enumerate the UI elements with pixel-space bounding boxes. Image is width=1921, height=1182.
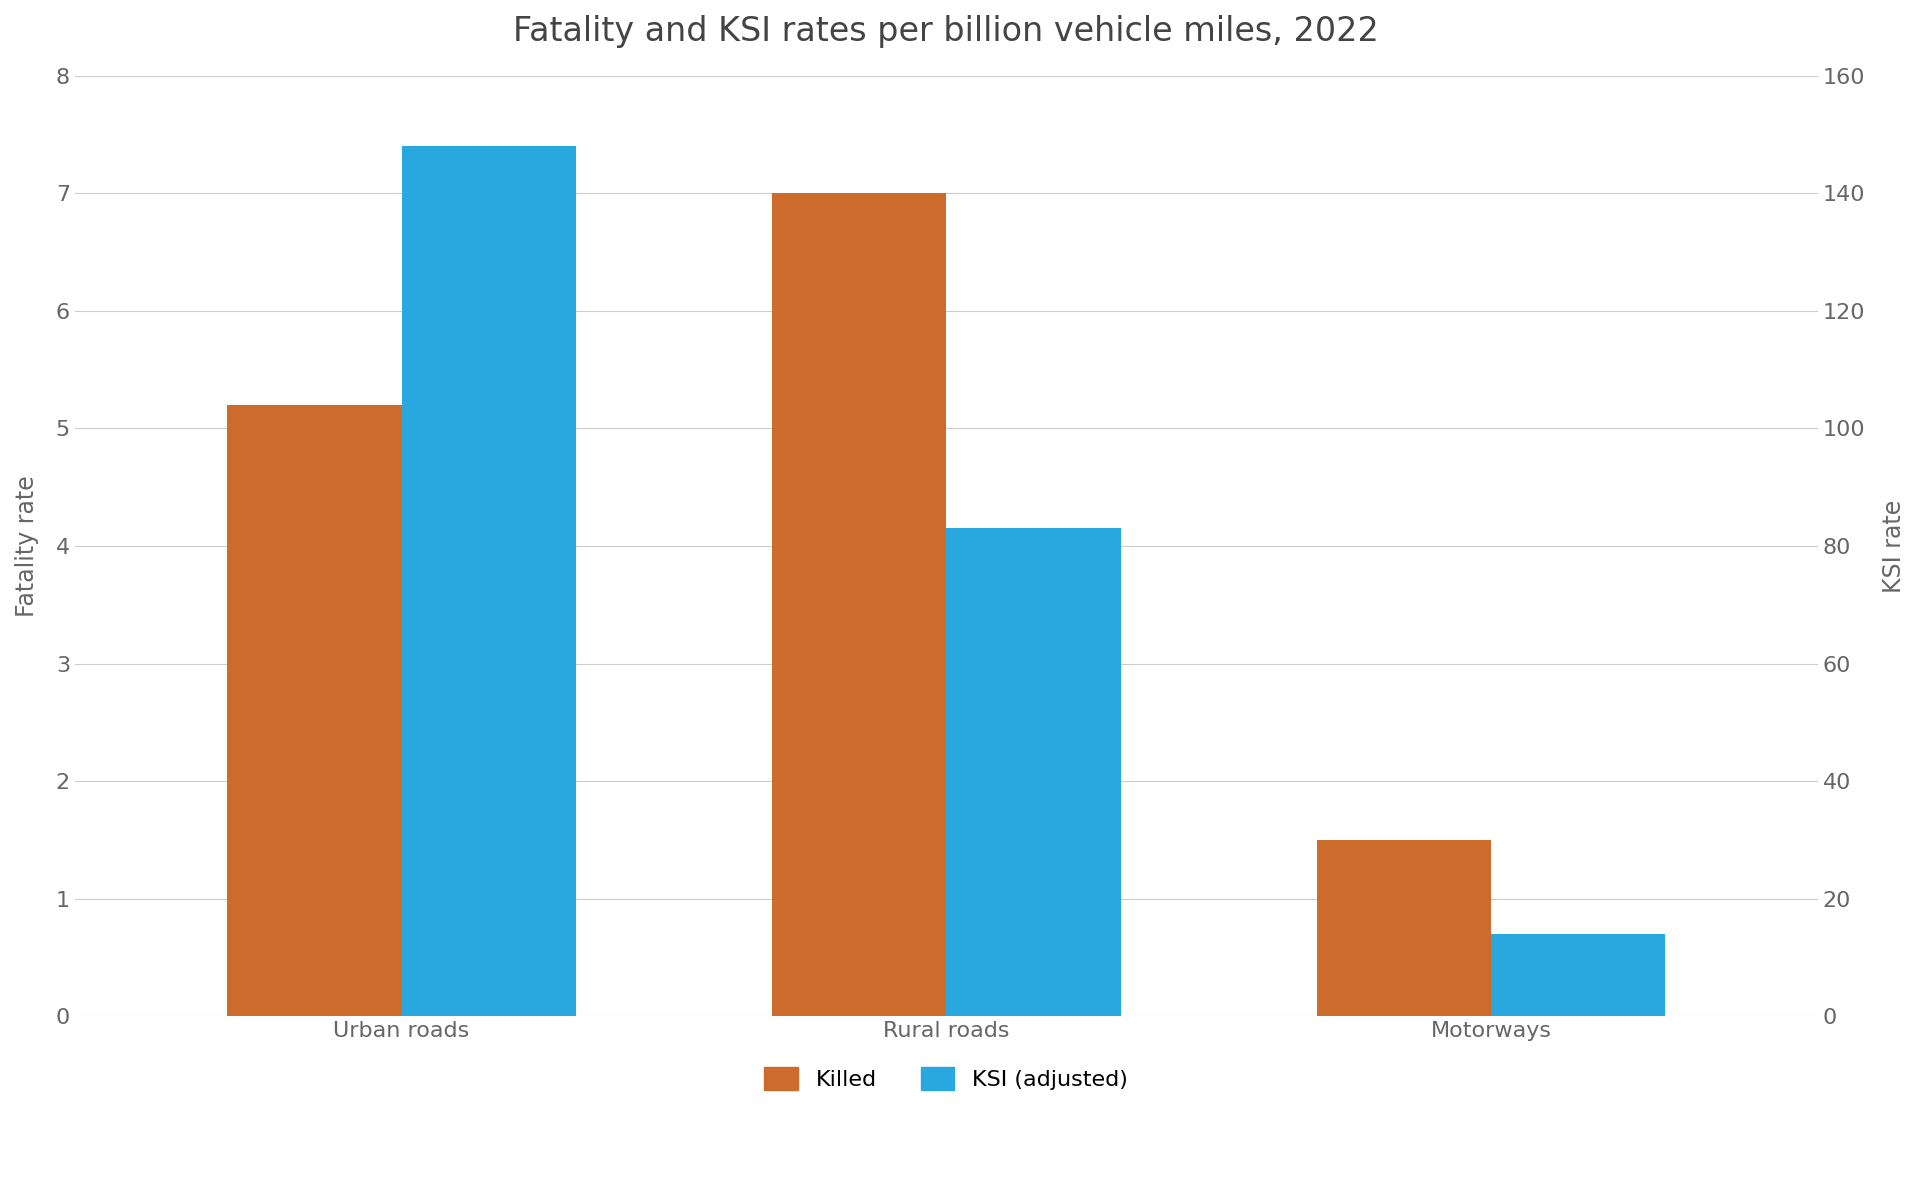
- Title: Fatality and KSI rates per billion vehicle miles, 2022: Fatality and KSI rates per billion vehic…: [513, 15, 1379, 48]
- Y-axis label: Fatality rate: Fatality rate: [15, 475, 38, 617]
- Bar: [227, 405, 401, 1017]
- Bar: [772, 194, 947, 1017]
- Y-axis label: KSI rate: KSI rate: [1883, 499, 1906, 592]
- Legend: Killed, KSI (adjusted): Killed, KSI (adjusted): [755, 1058, 1137, 1099]
- Bar: [947, 528, 1120, 1017]
- Bar: [1316, 840, 1491, 1017]
- Bar: [1491, 934, 1666, 1017]
- Bar: [401, 147, 576, 1017]
